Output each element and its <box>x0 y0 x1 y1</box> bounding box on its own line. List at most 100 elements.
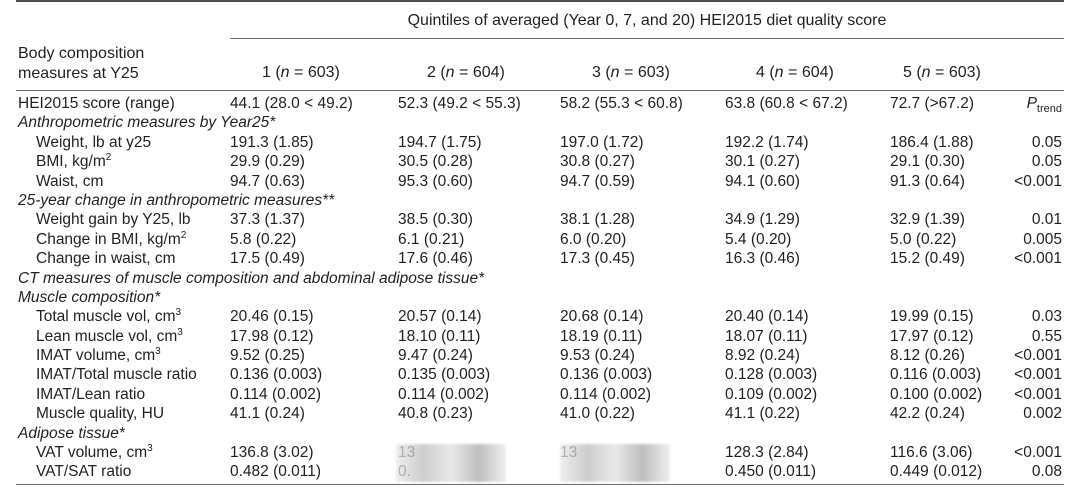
row-label: Waist, cm <box>36 172 104 190</box>
cell-quintile-3: 0.136 (0.003) <box>560 366 653 384</box>
occlusion-blur <box>560 444 670 482</box>
cell-quintile-3: 9.53 (0.24) <box>560 347 635 365</box>
section-row: Adipose tissue* <box>0 424 1080 443</box>
cell-quintile-5: 19.99 (0.15) <box>890 308 974 326</box>
cell-quintile-4: 20.40 (0.14) <box>725 308 809 326</box>
row-label: VAT/SAT ratio <box>36 463 132 481</box>
top-rule <box>16 0 1064 2</box>
row-label: IMAT/Lean ratio <box>36 385 146 403</box>
table-row: IMAT volume, cm3 9.52 (0.25) 9.47 (0.24) 9.… <box>0 346 1080 365</box>
row-label: IMAT/Total muscle ratio <box>36 366 197 384</box>
cell-ptrend: 0.005 <box>1023 230 1062 248</box>
cell-quintile-4: 0.109 (0.002) <box>725 385 818 403</box>
cell-ptrend: 0.08 <box>1031 463 1062 481</box>
cell-quintile-1: 191.3 (1.85) <box>230 133 314 151</box>
section-label: Adipose tissue* <box>18 424 125 442</box>
table-row: BMI, kg/m2 29.9 (0.29) 30.5 (0.28) 30.8 (0.… <box>0 152 1080 171</box>
table-row: Change in waist, cm 17.5 (0.49) 17.6 (0.46… <box>0 249 1080 268</box>
cell-quintile-5: 0.449 (0.012) <box>890 463 983 481</box>
cell-quintile-4: 192.2 (1.74) <box>725 133 809 151</box>
cell-quintile-4: 94.1 (0.60) <box>725 172 800 190</box>
column-header-2: 2 (n = 604) <box>427 64 505 81</box>
section-label: 25-year change in anthropometric measure… <box>18 191 335 209</box>
table-row: Weight gain by Y25, lb 37.3 (1.37) 38.5 (0… <box>0 210 1080 229</box>
table-row: Change in BMI, kg/m2 5.8 (0.22) 6.1 (0.21)… <box>0 230 1080 249</box>
section-label: CT measures of muscle composition and ab… <box>18 269 485 287</box>
cell-quintile-5: 0.116 (0.003) <box>890 366 982 384</box>
occlusion-blur <box>396 444 506 482</box>
cell-quintile-5: 186.4 (1.88) <box>890 133 974 151</box>
corner-line-1: Body composition <box>18 45 145 62</box>
cell-ptrend: 0.03 <box>1031 308 1062 326</box>
cell-quintile-3: 38.1 (1.28) <box>560 211 635 229</box>
table-row: Waist, cm 94.7 (0.63) 95.3 (0.60) 94.7 (0.5… <box>0 172 1080 191</box>
row-label: Change in waist, cm <box>36 250 176 268</box>
cell-quintile-3: 41.0 (0.22) <box>560 405 635 423</box>
cell-ptrend: <0.001 <box>1014 444 1062 462</box>
cell-ptrend: 0.01 <box>1031 211 1062 229</box>
cell-quintile-4: 41.1 (0.22) <box>725 405 800 423</box>
table-row: Lean muscle vol, cm3 17.98 (0.12) 18.10 (0… <box>0 327 1080 346</box>
cell-quintile-3: 0.114 (0.002) <box>560 385 652 403</box>
ptrend-header: Ptrend <box>1026 95 1062 116</box>
cell-quintile-5: 8.12 (0.26) <box>890 347 965 365</box>
cell-ptrend: 0.05 <box>1031 153 1062 171</box>
header-rule <box>16 90 1064 91</box>
cell-quintile-2: 40.8 (0.23) <box>398 405 473 423</box>
cell-quintile-3: 58.2 (55.3 < 60.8) <box>560 95 683 112</box>
table-row: Muscle quality, HU 41.1 (0.24) 40.8 (0.23)… <box>0 404 1080 423</box>
cell-ptrend: <0.001 <box>1014 250 1062 268</box>
cell-quintile-3: 20.68 (0.14) <box>560 308 644 326</box>
cell-ptrend: <0.001 <box>1014 385 1062 403</box>
cell-quintile-3: 94.7 (0.59) <box>560 172 635 190</box>
table-row: IMAT/Total muscle ratio 0.136 (0.003) 0.13… <box>0 365 1080 384</box>
cell-quintile-5: 5.0 (0.22) <box>890 230 957 248</box>
cell-quintile-2: 0.114 (0.002) <box>398 385 490 403</box>
cell-ptrend: <0.001 <box>1014 347 1062 365</box>
span-header: Quintiles of averaged (Year 0, 7, and 20… <box>407 12 887 29</box>
cell-ptrend: <0.001 <box>1014 366 1062 384</box>
cell-quintile-1: 136.8 (3.02) <box>230 444 314 462</box>
row-label: Weight, lb at y25 <box>36 133 152 151</box>
cell-quintile-1: 0.114 (0.002) <box>230 385 322 403</box>
cell-quintile-1: 41.1 (0.24) <box>230 405 305 423</box>
section-row: Anthropometric measures by Year25* <box>0 113 1080 132</box>
cell-quintile-5: 91.3 (0.64) <box>890 172 965 190</box>
cell-ptrend: <0.001 <box>1014 172 1062 190</box>
cell-quintile-4: 18.07 (0.11) <box>725 327 808 345</box>
cell-quintile-3: 18.19 (0.11) <box>560 327 643 345</box>
cell-quintile-4: 63.8 (60.8 < 67.2) <box>725 95 848 112</box>
column-header-5: 5 (n = 603) <box>903 64 981 81</box>
corner-header: Body composition measures at Y25 <box>18 44 144 84</box>
row-label: Change in BMI, kg/m2 <box>36 229 187 248</box>
cell-quintile-4: 8.92 (0.24) <box>725 347 800 365</box>
row-label: VAT volume, cm3 <box>36 442 153 462</box>
table-body: HEI2015 score (range) 44.1 (28.0 < 49.2) 5… <box>0 94 1080 482</box>
cell-quintile-2: 30.5 (0.28) <box>398 153 473 171</box>
cell-quintile-1: 17.5 (0.49) <box>230 250 305 268</box>
cell-quintile-2: 0.135 (0.003) <box>398 366 491 384</box>
cell-quintile-2: 17.6 (0.46) <box>398 250 473 268</box>
section-row: 25-year change in anthropometric measure… <box>0 191 1080 210</box>
bottom-rule <box>16 484 1064 485</box>
cell-quintile-5: 17.97 (0.12) <box>890 327 974 345</box>
cell-quintile-2: 194.7 (1.75) <box>398 133 482 151</box>
column-header-4: 4 (n = 604) <box>756 64 834 81</box>
section-label: Muscle composition* <box>18 288 161 306</box>
cell-quintile-2: 95.3 (0.60) <box>398 172 473 190</box>
row-label: BMI, kg/m2 <box>36 152 112 171</box>
cell-quintile-1: 9.52 (0.25) <box>230 347 305 365</box>
cell-quintile-2: 9.47 (0.24) <box>398 347 473 365</box>
row-label: Weight gain by Y25, lb <box>36 211 191 229</box>
cell-quintile-4: 0.450 (0.011) <box>725 463 817 481</box>
cell-quintile-4: 34.9 (1.29) <box>725 211 800 229</box>
cell-quintile-5: 0.100 (0.002) <box>890 385 983 403</box>
cell-quintile-3: 17.3 (0.45) <box>560 250 635 268</box>
cell-quintile-5: 116.6 (3.06) <box>890 444 973 462</box>
corner-line-2: measures at Y25 <box>18 65 139 82</box>
row-label: HEI2015 score (range) <box>18 95 175 112</box>
section-row: Muscle composition* <box>0 288 1080 307</box>
